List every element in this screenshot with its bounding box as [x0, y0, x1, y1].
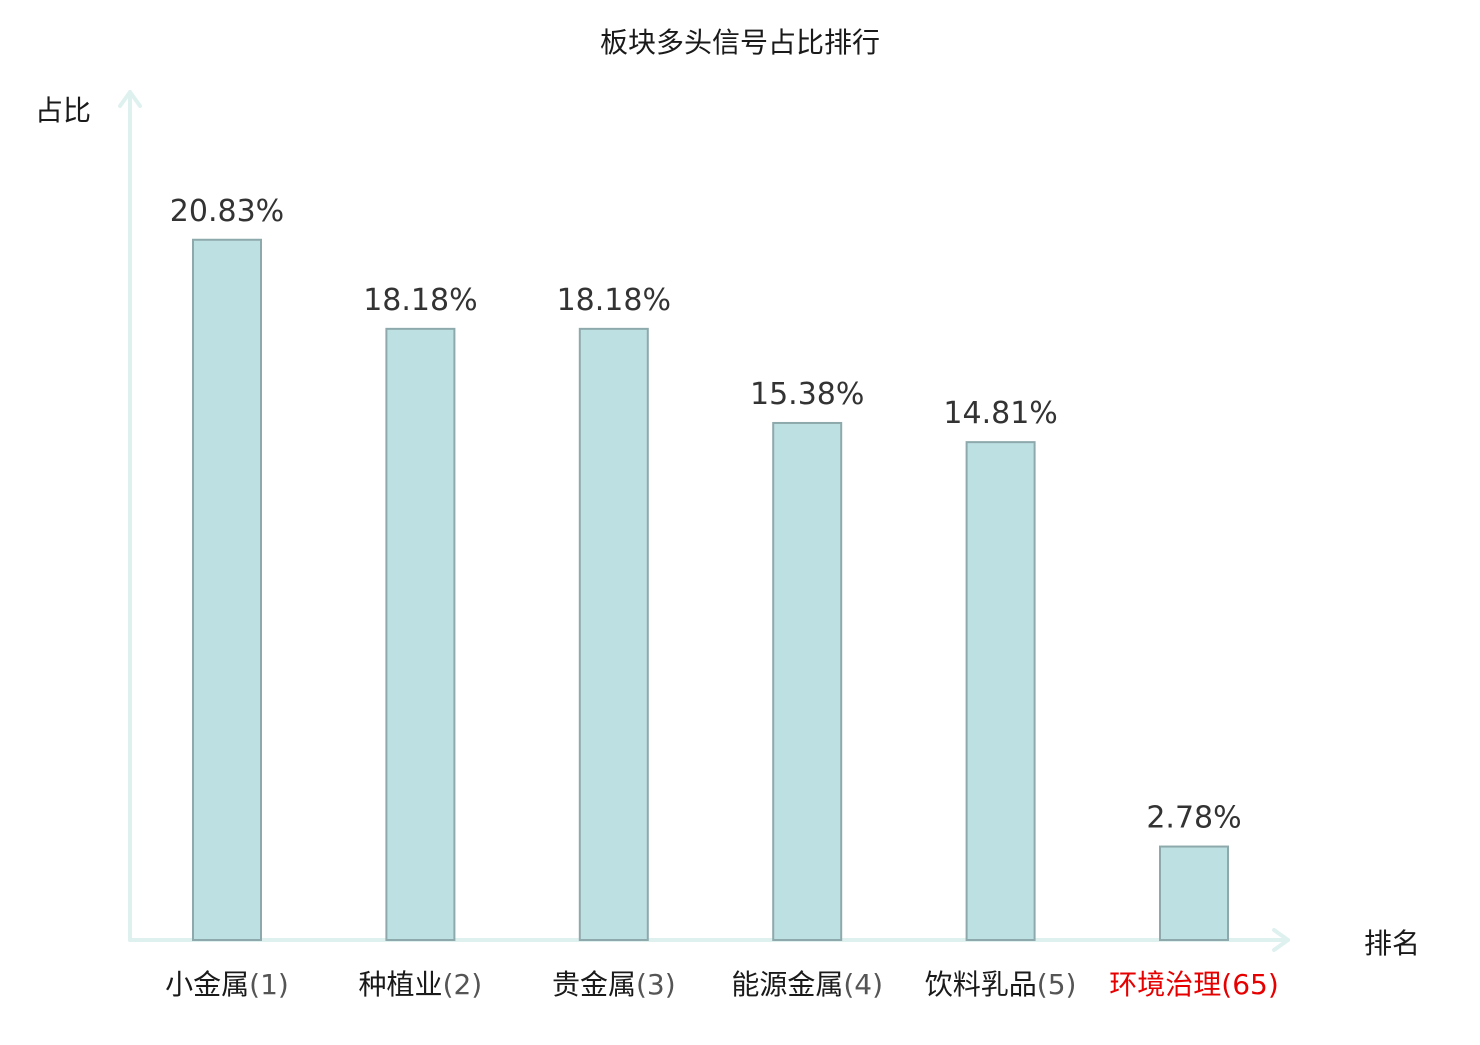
category-name: 贵金属	[552, 968, 636, 1001]
category-name: 饮料乳品	[925, 968, 1037, 1001]
category-rank: (1)	[249, 968, 289, 1001]
category-rank: (5)	[1037, 968, 1077, 1001]
category-name: 环境治理	[1109, 968, 1221, 1001]
value-label-6: 2.78%	[1146, 801, 1241, 836]
x-axis-arrow-icon	[1272, 928, 1290, 952]
bar-2	[385, 327, 456, 942]
bar-5	[965, 441, 1036, 941]
value-label-2: 18.18%	[363, 283, 477, 318]
value-label-4: 15.38%	[750, 377, 864, 412]
category-name: 能源金属	[731, 968, 843, 1001]
category-rank: (4)	[843, 968, 883, 1001]
value-label-3: 18.18%	[557, 283, 671, 318]
y-axis-label: 占比	[35, 94, 91, 127]
category-label-2: 种植业(2)	[359, 968, 483, 1001]
category-name: 小金属	[165, 968, 249, 1001]
bar-3	[578, 327, 649, 942]
bars-group	[192, 238, 1229, 942]
category-label-4: 能源金属(4)	[731, 968, 883, 1001]
bar-1	[192, 238, 262, 941]
value-label-1: 20.83%	[170, 194, 284, 229]
category-rank: (3)	[636, 968, 676, 1001]
category-rank: (65)	[1221, 968, 1278, 1001]
category-label-3: 贵金属(3)	[552, 968, 676, 1001]
value-label-5: 14.81%	[943, 396, 1057, 431]
y-axis-arrow-icon	[118, 90, 142, 108]
category-labels-group: 小金属(1) 种植业(2) 贵金属(3) 能源金属(4) 饮料乳品(5) 环境治理(65)	[165, 968, 1279, 1001]
category-label-5: 饮料乳品(5)	[925, 968, 1077, 1001]
category-rank: (2)	[443, 968, 483, 1001]
chart-title: 板块多头信号占比排行	[600, 26, 880, 59]
category-label-1: 小金属(1)	[165, 968, 289, 1001]
bar-6	[1159, 845, 1229, 941]
value-labels-group: 20.83% 18.18% 18.18% 15.38% 14.81% 2.78%	[170, 194, 1242, 836]
category-label-6: 环境治理(65)	[1109, 968, 1279, 1001]
category-name: 种植业	[359, 968, 443, 1001]
y-axis	[118, 90, 142, 942]
x-axis-label: 排名	[1364, 927, 1420, 960]
bar-4	[772, 421, 843, 941]
x-axis	[128, 928, 1290, 952]
